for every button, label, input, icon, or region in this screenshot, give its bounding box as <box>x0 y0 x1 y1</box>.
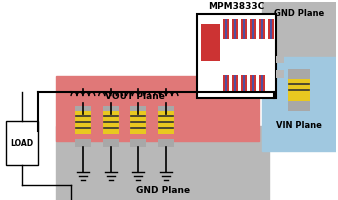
Text: MPM3833C: MPM3833C <box>208 2 264 11</box>
Bar <box>270 19 272 39</box>
Bar <box>158 106 174 114</box>
Bar <box>75 106 91 114</box>
Bar <box>225 75 227 91</box>
Bar <box>288 101 310 111</box>
Bar <box>241 19 247 39</box>
Bar <box>261 75 263 91</box>
Bar <box>103 106 119 114</box>
Bar <box>56 126 269 200</box>
Bar <box>276 70 284 78</box>
Bar <box>75 139 91 147</box>
Bar <box>197 14 276 98</box>
Bar <box>130 139 146 147</box>
Bar <box>268 19 274 39</box>
Bar <box>262 2 336 57</box>
Bar <box>252 75 254 91</box>
Text: LOAD: LOAD <box>10 139 33 148</box>
Bar <box>234 19 236 39</box>
Bar <box>103 139 119 147</box>
Bar <box>261 19 263 39</box>
Bar <box>103 111 119 134</box>
Bar <box>234 75 236 91</box>
Bar <box>276 56 284 63</box>
Bar <box>130 111 146 134</box>
Bar <box>6 121 39 165</box>
Text: GND Plane: GND Plane <box>274 9 324 18</box>
Bar <box>259 75 265 91</box>
Bar <box>130 106 146 114</box>
Bar <box>158 111 174 134</box>
Bar <box>223 75 230 91</box>
Bar <box>56 76 259 141</box>
Bar <box>223 19 230 39</box>
Text: VIN Plane: VIN Plane <box>276 121 322 130</box>
Bar <box>243 75 245 91</box>
Text: GND Plane: GND Plane <box>136 186 190 195</box>
Bar <box>225 19 227 39</box>
Bar <box>250 19 256 39</box>
Bar <box>201 24 220 61</box>
Bar <box>288 79 310 101</box>
Bar <box>75 111 91 134</box>
Bar <box>158 139 174 147</box>
Bar <box>259 19 265 39</box>
Bar <box>232 19 238 39</box>
Bar <box>241 75 247 91</box>
Bar <box>288 69 310 79</box>
Bar <box>243 19 245 39</box>
Bar <box>232 75 238 91</box>
Bar <box>250 75 256 91</box>
Bar <box>252 19 254 39</box>
Bar <box>262 57 336 151</box>
Text: VOUT Plane: VOUT Plane <box>105 92 165 101</box>
